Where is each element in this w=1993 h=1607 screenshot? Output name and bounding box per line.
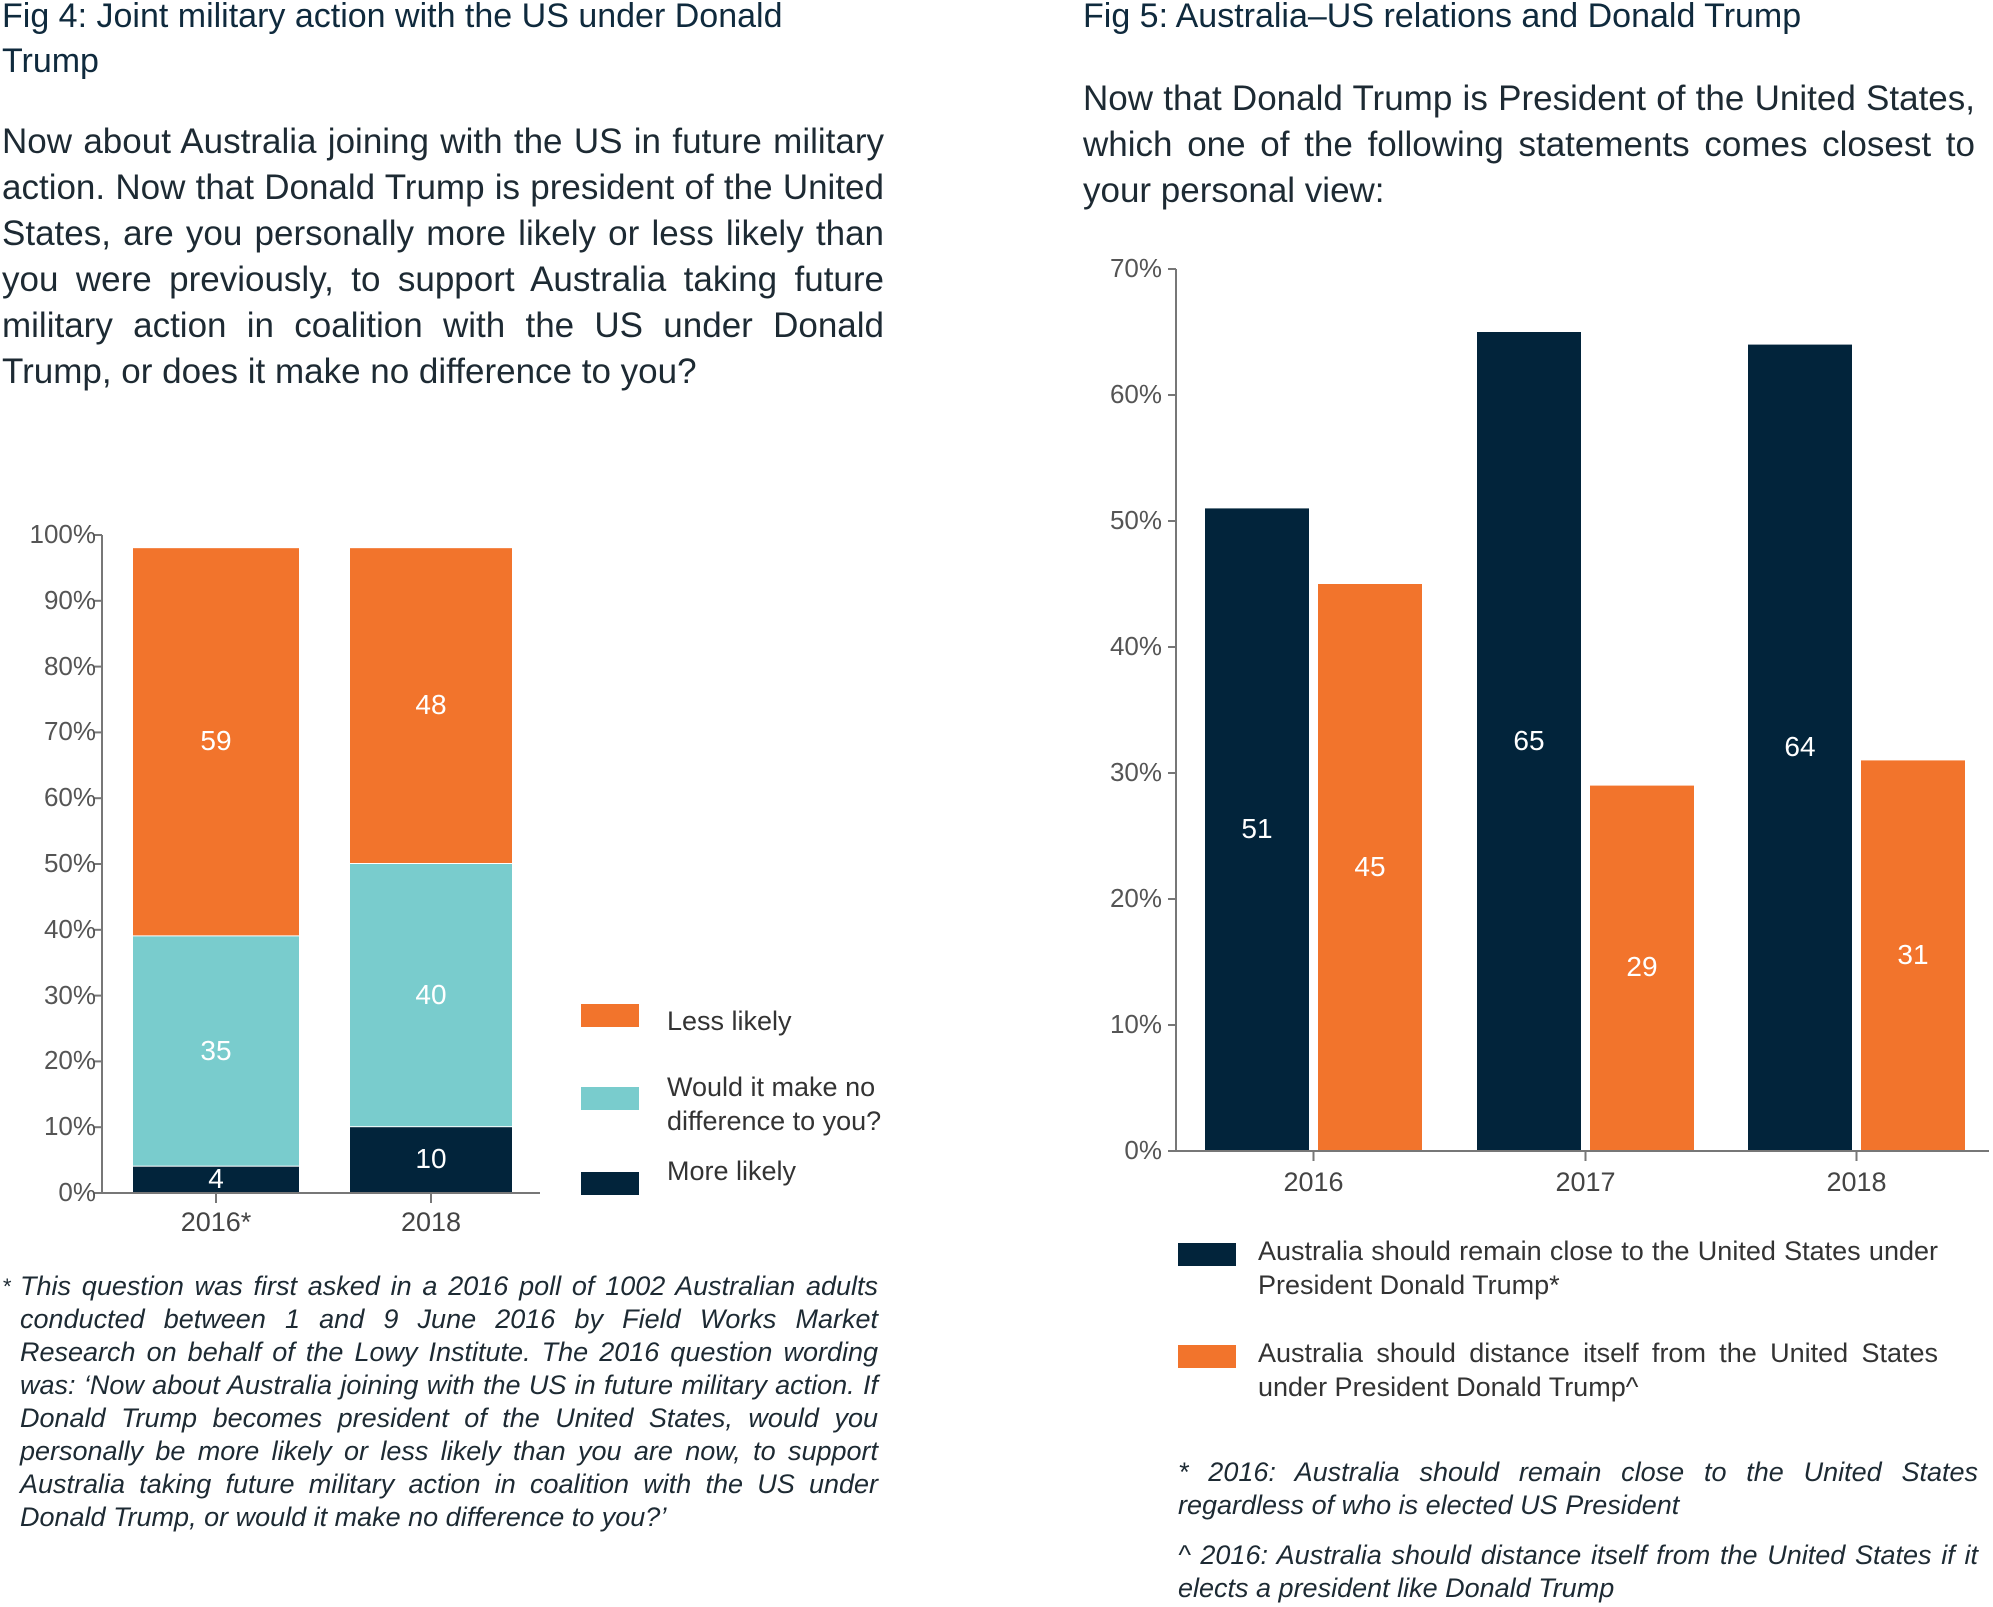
fig4-footnote-marker: * (2, 1274, 11, 1299)
fig4-data-label: 40 (415, 978, 447, 1010)
fig4-data-label: 4 (208, 1162, 224, 1194)
fig5-y-tick-label: 30% (1109, 757, 1162, 787)
fig5-y-tick-label: 50% (1109, 505, 1162, 535)
fig4-data-label: 35 (200, 1034, 232, 1066)
fig4-footnote: This question was first asked in a 2016 … (20, 1271, 878, 1532)
fig4-bar-segment (350, 864, 512, 1127)
fig5-y-tick-label: 40% (1109, 631, 1162, 661)
fig5-x-tick-label: 2016 (1283, 1167, 1344, 1197)
fig4-legend-label: More likely (667, 1156, 797, 1186)
fig4-data-label: 10 (415, 1143, 447, 1175)
fig5-y-tick-label: 10% (1109, 1009, 1162, 1039)
fig4-bar-segment (133, 548, 299, 936)
fig4-bar-segment (350, 1127, 512, 1192)
fig4-bar-segment (133, 1166, 299, 1192)
fig5-legend-swatch (1178, 1345, 1236, 1368)
fig5-x-tick-label: 2017 (1555, 1167, 1616, 1197)
fig4-y-tick-label: 20% (43, 1045, 96, 1076)
fig4-bar-segment (350, 548, 512, 863)
fig5-footnote-2: ^ 2016: Australia should distance itself… (1178, 1540, 1978, 1603)
fig5-bar (1318, 584, 1422, 1150)
fig5-data-label: 65 (1513, 724, 1545, 756)
fig4-title: Fig 4: Joint military action with the US… (2, 0, 783, 80)
fig4-x-tick-label: 2016* (180, 1207, 252, 1237)
fig4-data-label: 48 (415, 689, 447, 721)
fig5-legend-swatch (1178, 1243, 1236, 1266)
fig4-y-tick-label: 90% (43, 584, 96, 615)
fig5-y-tick-label: 20% (1109, 883, 1162, 913)
fig4-legend-swatch (581, 1087, 639, 1110)
fig5-footnote-1: * 2016: Australia should remain close to… (1178, 1457, 1978, 1520)
fig5-bar (1861, 760, 1965, 1150)
fig4-question: Now about Australia joining with the US … (2, 122, 884, 391)
fig5-data-label: 29 (1626, 951, 1658, 983)
fig4-data-label: 59 (200, 725, 232, 757)
fig4-legend-swatch (581, 1004, 639, 1027)
fig4-y-tick-label: 40% (43, 913, 96, 944)
fig4-y-tick-label: 50% (43, 848, 96, 878)
fig5-legend-label: Australia should distance itself from th… (1258, 1338, 1938, 1402)
fig4-y-tick-label: 80% (43, 650, 96, 681)
fig5-legend-label: Australia should remain close to the Uni… (1258, 1236, 1938, 1300)
fig5-y-tick-label: 60% (1109, 379, 1162, 409)
fig4-y-tick-label: 0% (58, 1177, 96, 1207)
fig4-y-tick-label: 30% (43, 979, 96, 1010)
fig5-y-tick-label: 0% (1124, 1135, 1162, 1165)
fig4-y-tick-label: 100% (29, 519, 97, 549)
fig5-question: Now that Donald Trump is President of th… (1083, 79, 1975, 210)
fig4-legend-label: Would it make no difference to you? (667, 1072, 882, 1136)
fig4-y-tick-label: 60% (43, 782, 96, 813)
fig5-bar (1205, 508, 1309, 1150)
fig4-y-tick-label: 70% (43, 716, 96, 747)
fig4-legend-label: Less likely (667, 1006, 792, 1036)
fig5-data-label: 31 (1897, 938, 1929, 970)
fig4-bar-segment (133, 936, 299, 1166)
fig4-legend-swatch (581, 1172, 639, 1195)
fig5-data-label: 45 (1354, 850, 1386, 882)
fig4-y-tick-label: 10% (43, 1111, 96, 1142)
fig5-bar (1748, 344, 1852, 1151)
fig5-x-tick-label: 2018 (1826, 1167, 1887, 1197)
fig5-data-label: 51 (1241, 812, 1273, 844)
fig5-y-tick-label: 70% (1109, 253, 1162, 283)
fig5-bar (1477, 332, 1581, 1150)
fig5-bar (1590, 785, 1694, 1150)
fig5-title: Fig 5: Australia–US relations and Donald… (1083, 0, 1802, 35)
fig5-data-label: 64 (1784, 730, 1816, 762)
fig4-x-tick-label: 2018 (400, 1207, 462, 1237)
